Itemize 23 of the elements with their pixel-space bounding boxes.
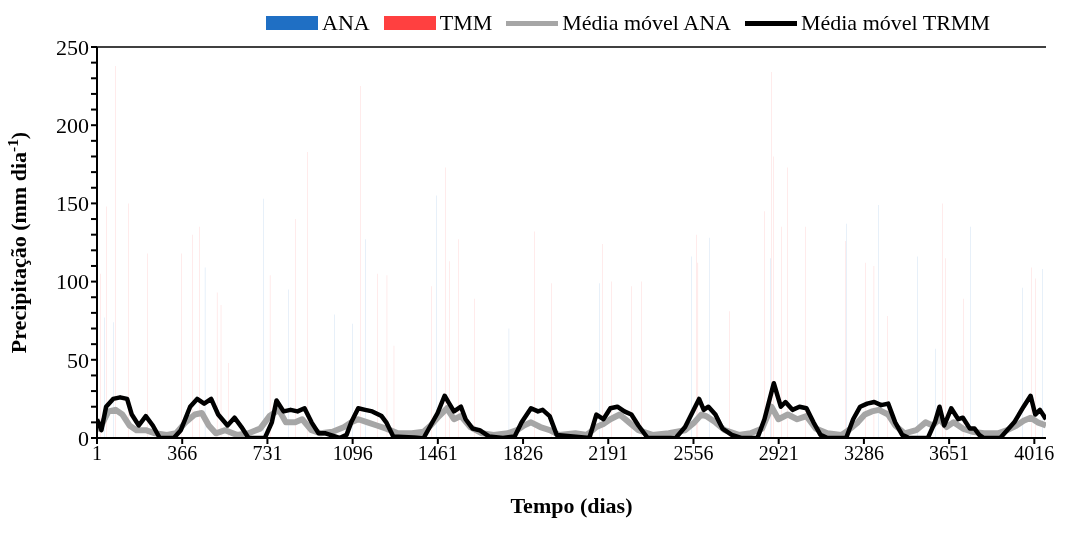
- x-tick-label: 731: [252, 442, 283, 465]
- x-tick-label: 366: [167, 442, 198, 465]
- x-tick-label: 1096: [332, 442, 373, 465]
- legend-label: TMM: [439, 10, 493, 36]
- x-tick-label: 4016: [1014, 442, 1055, 465]
- x-tick-label: 1461: [417, 442, 458, 465]
- y-tick-label: 150: [56, 191, 89, 217]
- y-tick-label: 0: [78, 425, 89, 451]
- legend-label: ANA: [322, 10, 370, 36]
- y-tick-label: 250: [56, 34, 89, 60]
- x-tick-label: 2556: [673, 442, 714, 465]
- x-tick-label: 2921: [758, 442, 799, 465]
- legend-label: Média móvel ANA: [562, 10, 731, 36]
- x-tick-label: 1: [92, 442, 102, 465]
- x-tick-label: 2191: [588, 442, 629, 465]
- x-tick-label: 3651: [929, 442, 970, 465]
- legend-label: Média móvel TRMM: [800, 10, 990, 36]
- y-tick-label: 50: [67, 347, 89, 373]
- x-tick-label: 3286: [843, 442, 884, 465]
- y-tick-label: 100: [56, 269, 89, 295]
- x-axis-title: Tempo (dias): [510, 493, 633, 518]
- x-tick-label: 1826: [503, 442, 544, 465]
- y-tick-label: 200: [56, 113, 89, 139]
